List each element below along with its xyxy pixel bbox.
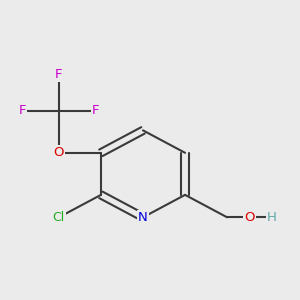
Text: F: F	[55, 68, 63, 81]
Text: F: F	[92, 104, 99, 117]
Text: O: O	[54, 146, 64, 159]
Text: Cl: Cl	[53, 211, 65, 224]
Text: F: F	[19, 104, 26, 117]
Text: N: N	[138, 211, 148, 224]
Text: H: H	[267, 211, 277, 224]
Text: O: O	[244, 211, 255, 224]
